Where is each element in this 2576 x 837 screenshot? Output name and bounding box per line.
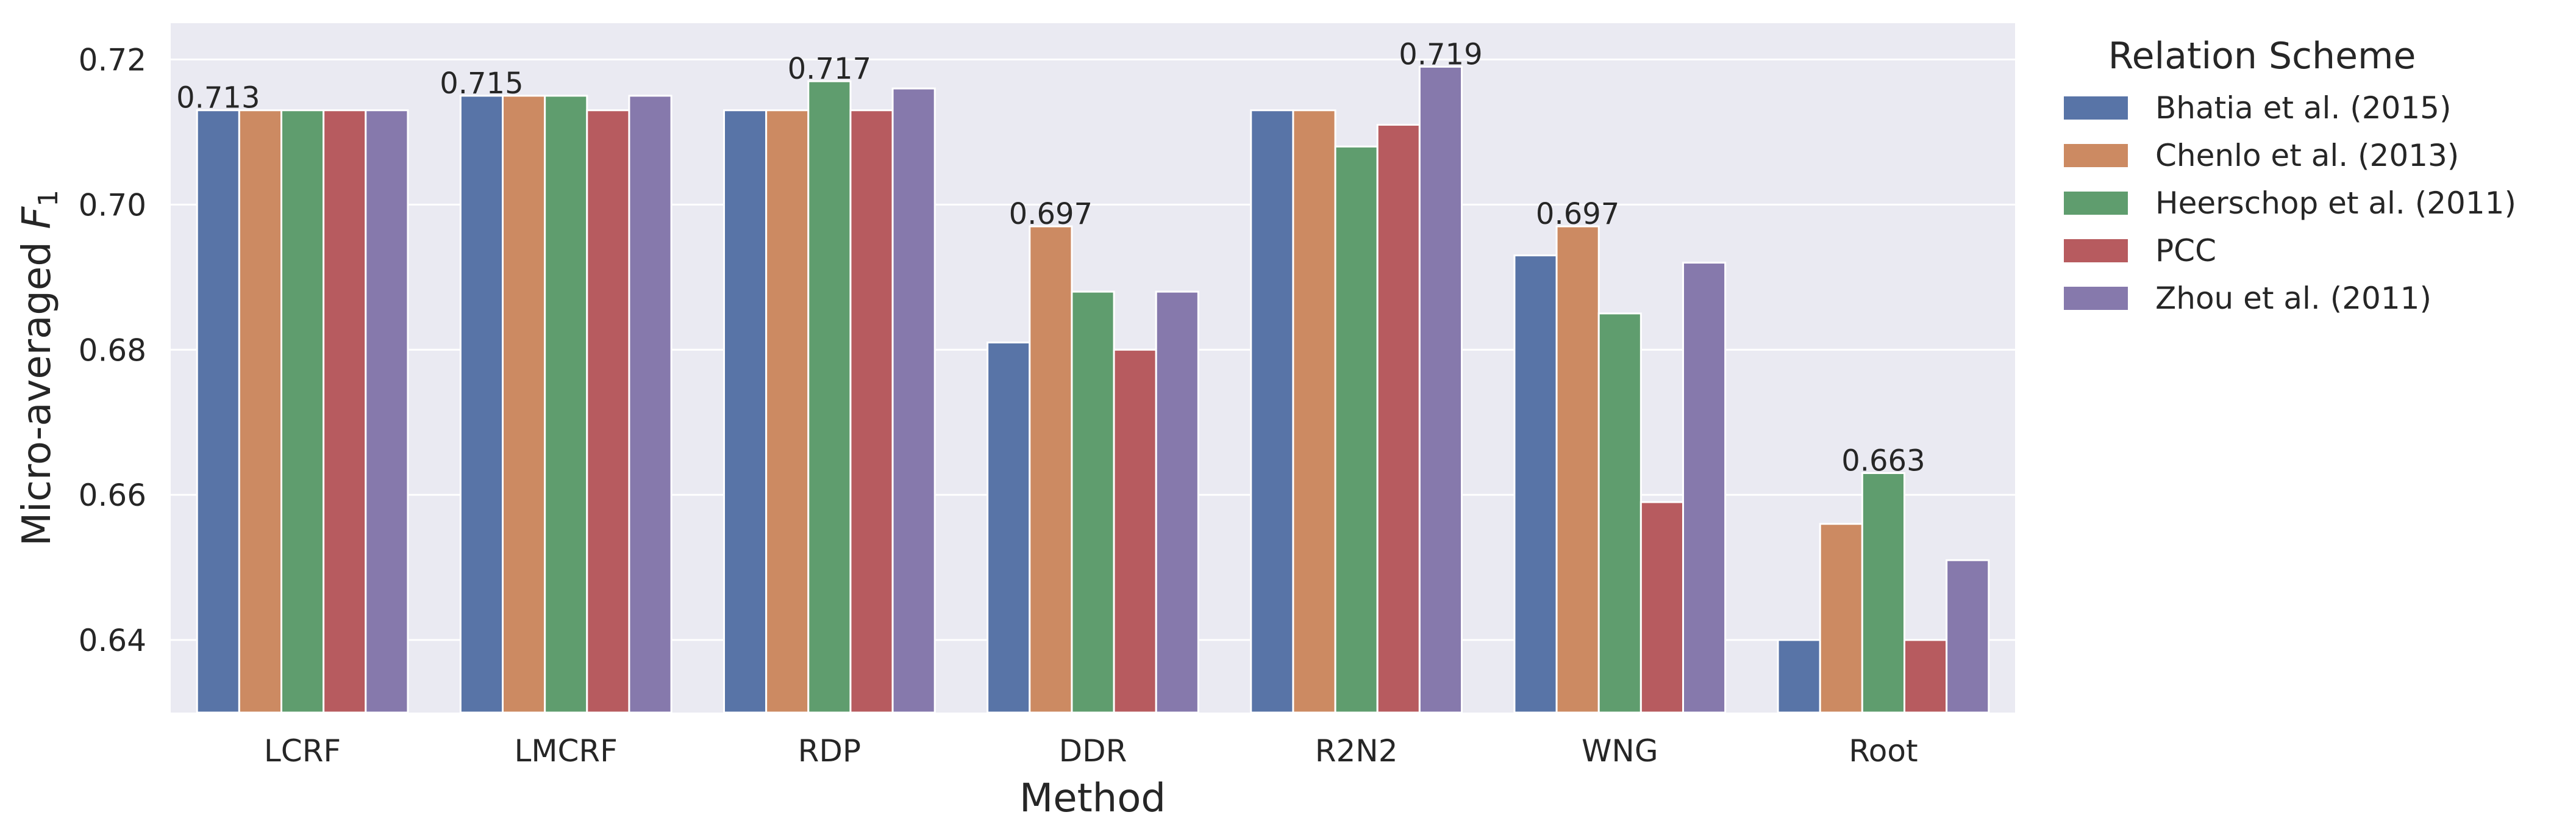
bar: [987, 341, 1031, 714]
data-label: 0.697: [1009, 197, 1093, 231]
y-axis-title-text: Micro-averaged: [15, 229, 60, 547]
bar: [459, 95, 504, 714]
bars: [196, 65, 1990, 714]
x-tick-label: R2N2: [1315, 733, 1398, 769]
legend-swatch: [2064, 96, 2128, 120]
x-tick-label: RDP: [798, 733, 861, 769]
y-tick-label: 0.66: [79, 478, 146, 513]
bar: [323, 109, 367, 714]
data-label: 0.717: [788, 52, 871, 86]
x-axis-title: Method: [1019, 776, 1166, 821]
bar: [544, 95, 588, 714]
y-axis-title: Micro-averaged F1: [15, 190, 64, 546]
legend-label: Bhatia et al. (2015): [2155, 90, 2452, 126]
legend-label: Heerschop et al. (2011): [2155, 185, 2516, 221]
data-label: 0.719: [1399, 37, 1482, 71]
legend-label: PCC: [2155, 233, 2216, 268]
data-label: 0.663: [1841, 444, 1925, 478]
bar: [586, 109, 630, 714]
y-tick-label: 0.70: [79, 187, 146, 223]
bar: [365, 109, 409, 714]
legend-label: Chenlo et al. (2013): [2155, 138, 2459, 173]
tick-labels: 0.64 0.66 0.68 0.70 0.72 LCRF LMCRF RDP DDR R2N2 W…: [79, 42, 1918, 769]
legend-swatch: [2064, 287, 2128, 310]
bar: [1292, 109, 1336, 714]
bar: [1819, 523, 1863, 714]
bar: [1250, 109, 1294, 714]
x-tick-label: LMCRF: [515, 733, 618, 769]
y-tick-label: 0.72: [79, 42, 146, 77]
bar: [1513, 254, 1558, 714]
x-tick-label: LCRF: [264, 733, 341, 769]
bar: [238, 109, 283, 714]
legend-swatch: [2064, 192, 2128, 215]
bar: [1113, 348, 1157, 714]
bar: [1418, 65, 1463, 714]
bar: [628, 95, 673, 714]
data-label: 0.697: [1536, 197, 1619, 231]
bar: [1071, 290, 1115, 714]
legend: Relation Scheme Bhatia et al. (2015) Chen…: [2064, 35, 2516, 316]
data-labels: 0.713 0.715 0.717 0.697 0.719 0.697 0.663: [176, 37, 1925, 478]
legend-label: Zhou et al. (2011): [2155, 281, 2432, 316]
x-tick-label: DDR: [1059, 733, 1127, 769]
bar: [1155, 290, 1199, 714]
bar: [1946, 559, 1990, 714]
data-label: 0.715: [440, 66, 523, 101]
bar: [891, 87, 936, 714]
bar: [1376, 124, 1421, 714]
bar: [502, 95, 546, 714]
x-tick-label: Root: [1849, 733, 1918, 769]
bar: [1903, 639, 1948, 714]
legend-items: Bhatia et al. (2015) Chenlo et al. (2013)…: [2064, 90, 2516, 316]
bar: [849, 109, 894, 714]
bar: [1029, 225, 1073, 714]
data-label: 0.713: [176, 81, 260, 115]
bar: [807, 80, 852, 714]
bar: [1597, 312, 1642, 714]
y-tick-label: 0.64: [79, 623, 146, 658]
y-axis-title-subscript: 1: [33, 190, 64, 207]
bar: [1777, 639, 1821, 714]
bar: [196, 109, 240, 714]
bar: [1682, 262, 1727, 714]
bar: [723, 109, 768, 714]
y-tick-label: 0.68: [79, 332, 146, 368]
legend-title: Relation Scheme: [2108, 35, 2416, 77]
bar: [1555, 225, 1600, 714]
bar: [1334, 145, 1379, 714]
x-tick-label: WNG: [1582, 733, 1658, 769]
bar: [1861, 472, 1906, 714]
legend-swatch: [2064, 144, 2128, 167]
bar: [765, 109, 810, 714]
y-axis-title-math: F: [15, 206, 60, 229]
legend-swatch: [2064, 239, 2128, 262]
bar: [280, 109, 325, 714]
bar: [1639, 501, 1685, 714]
